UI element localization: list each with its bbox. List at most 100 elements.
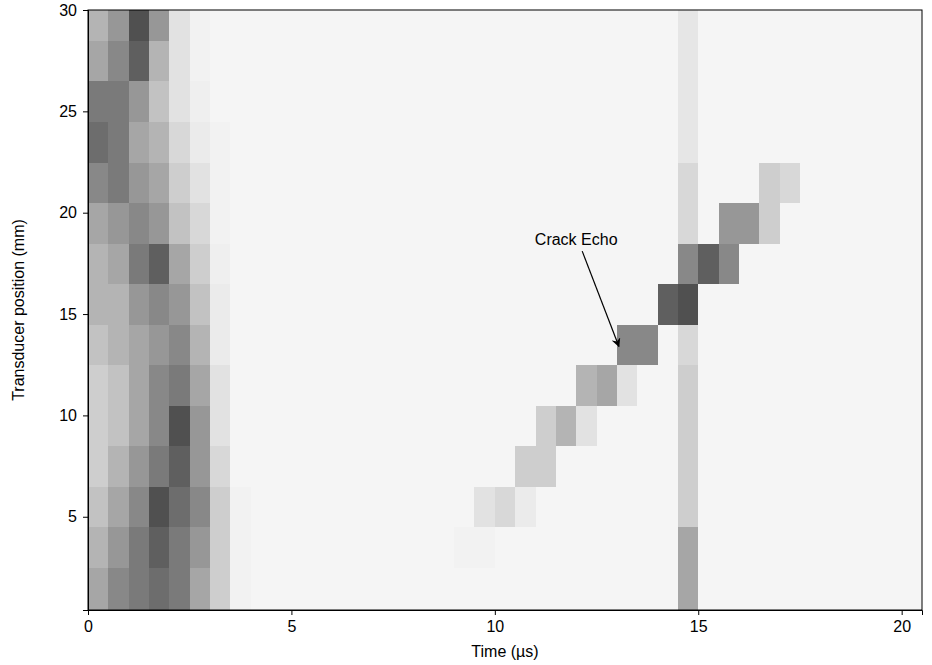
heatmap-cell xyxy=(88,527,109,568)
heatmap-cell xyxy=(800,365,821,406)
heatmap-cell xyxy=(332,81,353,122)
heatmap-cell xyxy=(434,81,455,122)
heatmap-cell xyxy=(271,203,292,244)
heatmap-cell xyxy=(800,121,821,162)
heatmap-cell xyxy=(739,284,760,325)
heatmap-cell xyxy=(108,405,129,446)
heatmap-cell xyxy=(678,486,699,527)
x-tick-mark xyxy=(698,610,699,615)
heatmap-cell xyxy=(861,284,882,325)
heatmap-cell xyxy=(780,567,801,610)
heatmap-cell xyxy=(861,203,882,244)
heatmap-cell xyxy=(108,203,129,244)
heatmap-cell xyxy=(251,486,272,527)
heatmap-cell xyxy=(739,121,760,162)
heatmap-cell xyxy=(332,203,353,244)
heatmap-cell xyxy=(902,243,922,284)
heatmap-cell xyxy=(759,446,780,487)
heatmap-cell xyxy=(454,405,475,446)
heatmap-cell xyxy=(902,121,922,162)
heatmap-cell xyxy=(291,567,312,610)
heatmap-cell xyxy=(597,324,618,365)
heatmap-cell xyxy=(210,243,231,284)
heatmap-cell xyxy=(454,10,475,41)
heatmap-cell xyxy=(454,486,475,527)
heatmap-cell xyxy=(434,365,455,406)
heatmap-cell xyxy=(800,203,821,244)
heatmap-cell xyxy=(617,203,638,244)
heatmap-cell xyxy=(658,121,679,162)
heatmap-cell xyxy=(658,10,679,41)
heatmap-cell xyxy=(332,405,353,446)
heatmap-cell xyxy=(902,203,922,244)
heatmap-cell xyxy=(841,567,862,610)
heatmap-cell xyxy=(515,527,536,568)
heatmap-cell xyxy=(698,81,719,122)
heatmap-cell xyxy=(597,365,618,406)
heatmap-cell xyxy=(332,162,353,203)
heatmap-cell xyxy=(413,243,434,284)
heatmap-cell xyxy=(780,40,801,81)
heatmap-cell xyxy=(474,10,495,41)
heatmap-cell xyxy=(495,405,516,446)
heatmap-cell xyxy=(413,40,434,81)
heatmap-cell xyxy=(597,567,618,610)
heatmap-cell xyxy=(312,405,333,446)
chart: 0510152051015202530Time (µs)Transducer p… xyxy=(0,0,932,665)
heatmap-cell xyxy=(169,284,190,325)
heatmap-cell xyxy=(332,324,353,365)
heatmap-cell xyxy=(637,405,658,446)
heatmap-cell xyxy=(576,284,597,325)
heatmap-cell xyxy=(393,162,414,203)
heatmap-cell xyxy=(169,40,190,81)
heatmap-cell xyxy=(393,324,414,365)
heatmap-cell xyxy=(312,162,333,203)
heatmap-cell xyxy=(861,486,882,527)
heatmap-cell xyxy=(902,527,922,568)
heatmap-cell xyxy=(332,243,353,284)
heatmap-cell xyxy=(800,324,821,365)
heatmap-cell xyxy=(352,81,373,122)
heatmap-cell xyxy=(861,527,882,568)
heatmap-cell xyxy=(820,284,841,325)
heatmap-cell xyxy=(312,365,333,406)
heatmap-cell xyxy=(332,446,353,487)
heatmap-cell xyxy=(841,446,862,487)
heatmap-cell xyxy=(637,527,658,568)
heatmap-cell xyxy=(861,10,882,41)
heatmap-cell xyxy=(169,365,190,406)
y-tick-mark xyxy=(83,314,88,315)
heatmap-cell xyxy=(617,446,638,487)
heatmap-cell xyxy=(474,446,495,487)
heatmap-cell xyxy=(515,567,536,610)
heatmap-cell xyxy=(291,284,312,325)
x-axis-title: Time (µs) xyxy=(471,643,538,660)
heatmap-cell xyxy=(902,284,922,325)
heatmap-cell xyxy=(678,243,699,284)
heatmap-cell xyxy=(149,567,170,610)
heatmap-cell xyxy=(515,121,536,162)
x-tick: 10 xyxy=(486,610,504,635)
heatmap-cell xyxy=(108,162,129,203)
heatmap-cell xyxy=(658,527,679,568)
heatmap-cell xyxy=(719,203,740,244)
heatmap-cell xyxy=(759,324,780,365)
heatmap-cell xyxy=(780,243,801,284)
heatmap-cell xyxy=(698,486,719,527)
heatmap-cell xyxy=(576,527,597,568)
heatmap-cell xyxy=(169,81,190,122)
heatmap-cell xyxy=(108,567,129,610)
heatmap-cell xyxy=(515,486,536,527)
heatmap-cell xyxy=(556,243,577,284)
heatmap-cell xyxy=(393,405,414,446)
heatmap-cell xyxy=(739,365,760,406)
heatmap-cell xyxy=(230,405,251,446)
heatmap-cell xyxy=(597,10,618,41)
heatmap-cell xyxy=(454,81,475,122)
heatmap-cell xyxy=(230,40,251,81)
heatmap-cell xyxy=(902,324,922,365)
heatmap-cell xyxy=(902,365,922,406)
heatmap-cell xyxy=(617,10,638,41)
heatmap-cell xyxy=(413,365,434,406)
heatmap-cell xyxy=(780,405,801,446)
